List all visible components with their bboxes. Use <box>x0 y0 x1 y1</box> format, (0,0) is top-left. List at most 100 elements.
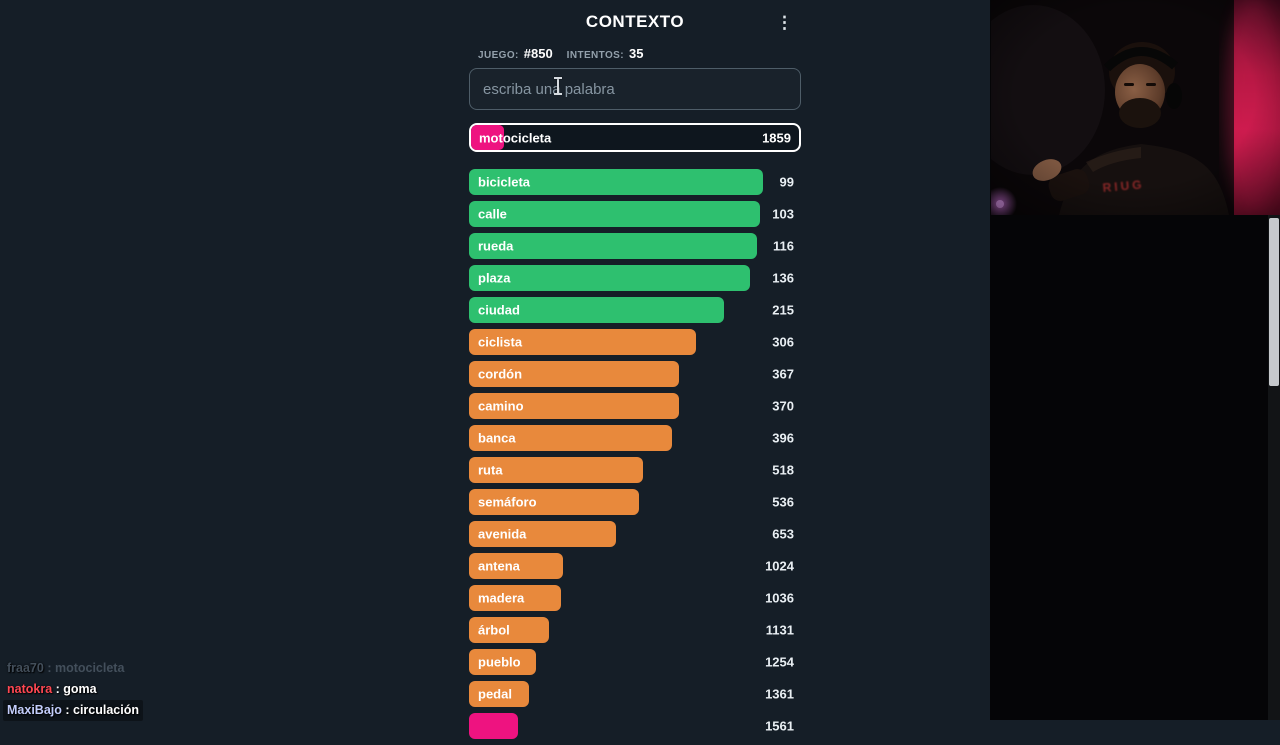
guess-bar <box>469 617 550 643</box>
kebab-menu-icon[interactable]: ⋮ <box>776 13 793 32</box>
guess-rank: 103 <box>772 206 794 222</box>
guess-bar <box>469 521 616 547</box>
guess-word: árbol <box>478 622 510 638</box>
guess-rank: 367 <box>772 366 794 382</box>
guess-bar <box>469 329 697 355</box>
guess-bar <box>469 425 673 451</box>
guess-word: plaza <box>478 270 511 286</box>
guess-row: cordón 367 <box>469 361 801 387</box>
guess-bar <box>469 265 750 291</box>
guess-bar <box>469 553 563 579</box>
current-guess-rank: 1859 <box>762 130 791 145</box>
guess-row: ruta 518 <box>469 457 801 483</box>
chat-username: MaxiBajo <box>7 703 62 717</box>
page-title: CONTEXTO <box>585 12 685 31</box>
scrollbar-thumb[interactable] <box>1269 218 1279 386</box>
game-meta: JUEGO: #850 INTENTOS: 35 <box>469 46 801 61</box>
guess-row: antena 1024 <box>469 553 801 579</box>
guess-row: avenida 653 <box>469 521 801 547</box>
guess-rank: 99 <box>779 174 794 190</box>
guess-rank: 116 <box>773 238 794 254</box>
guess-bar <box>469 361 680 387</box>
game-number-label: JUEGO: <box>478 50 519 61</box>
webcam-video: RIUG <box>991 0 1280 215</box>
webcam-overlay: RIUG <box>991 0 1280 215</box>
guess-word: ciclista <box>478 334 523 350</box>
guess-row: bicicleta 99 <box>469 169 801 195</box>
guess-rank: 306 <box>772 334 794 350</box>
guess-word: semáforo <box>478 494 537 510</box>
guess-row: camino 370 <box>469 393 801 419</box>
attempts-value: 35 <box>628 46 644 61</box>
guess-row: semáforo 536 <box>469 489 801 515</box>
guess-row: calle 103 <box>469 201 801 227</box>
guess-bar <box>469 713 519 739</box>
guess-rank: 518 <box>772 462 794 478</box>
guess-word: pueblo <box>478 654 521 670</box>
guess-row: plaza 136 <box>469 265 801 291</box>
guess-word: cordón <box>478 366 523 382</box>
guess-bar <box>469 649 537 675</box>
current-guess-word: motocicleta <box>479 130 552 145</box>
guess-bar <box>469 169 763 195</box>
contexto-game: CONTEXTO ⋮ JUEGO: #850 INTENTOS: 35 moto… <box>469 0 801 745</box>
guess-list: bicicleta 99 calle 103 rueda 116 plaza 1… <box>469 169 801 739</box>
guess-bar <box>469 233 757 259</box>
current-guess-row: motocicleta 1859 <box>469 123 801 152</box>
guess-bar <box>469 457 643 483</box>
guess-bar <box>469 585 561 611</box>
guess-rank: 1254 <box>765 654 794 670</box>
chat-message-text: motocicleta <box>54 661 125 675</box>
current-guess-bar <box>471 125 504 150</box>
guess-word: antena <box>478 558 520 574</box>
app-root: { "header": { "title": "CONTEXTO", "menu… <box>3 0 1280 739</box>
vignette <box>991 0 1280 215</box>
word-input[interactable] <box>469 68 801 110</box>
guess-rank: 653 <box>772 526 794 542</box>
guess-word: ciudad <box>478 302 520 318</box>
guess-word: pedal <box>478 686 512 702</box>
game-header: CONTEXTO ⋮ <box>469 12 801 34</box>
guess-rank: 136 <box>772 270 794 286</box>
chat-username: natokra <box>7 682 53 696</box>
guess-row: pedal 1361 <box>469 681 801 707</box>
guess-rank: 396 <box>772 430 794 446</box>
guess-row: pueblo 1254 <box>469 649 801 675</box>
guess-rank: 215 <box>772 302 794 318</box>
guess-rank: 1036 <box>765 590 794 606</box>
chat-message-text: circulación <box>73 703 139 717</box>
guess-row: árbol 1131 <box>469 617 801 643</box>
game-number-value: #850 <box>523 46 553 61</box>
chat-username: fraa70 <box>7 661 44 675</box>
guess-bar <box>469 489 639 515</box>
guess-word: calle <box>478 206 507 222</box>
guess-rank: 1361 <box>765 686 794 702</box>
guess-rank: 1131 <box>765 622 794 638</box>
guess-word: rueda <box>478 238 514 254</box>
chat-line: fraa70 : motocicleta <box>7 661 125 675</box>
chat-overlay: fraa70 : motocicleta natokra : goma Maxi… <box>3 658 143 721</box>
guess-bar <box>469 681 530 707</box>
guess-bar <box>469 297 724 323</box>
guess-row: rueda 116 <box>469 233 801 259</box>
guess-row: ciudad 215 <box>469 297 801 323</box>
attempts-label: INTENTOS: <box>566 50 624 61</box>
guess-row: madera 1036 <box>469 585 801 611</box>
guess-rank: 1024 <box>765 558 794 574</box>
guess-word: bicicleta <box>478 174 531 190</box>
guess-rank: 370 <box>772 398 794 414</box>
chat-message-text: goma <box>63 682 97 696</box>
guess-bar <box>469 393 679 419</box>
guess-word: banca <box>478 430 516 446</box>
guess-word: madera <box>478 590 525 606</box>
guess-bar <box>469 201 760 227</box>
guess-row: 1561 <box>469 713 801 739</box>
guess-rank: 536 <box>772 494 794 510</box>
chat-line: MaxiBajo : circulación <box>3 700 143 721</box>
guess-rank: 1561 <box>765 718 794 734</box>
guess-row: banca 396 <box>469 425 801 451</box>
guess-row: ciclista 306 <box>469 329 801 355</box>
chat-line: natokra : goma <box>7 682 97 696</box>
guess-word: ruta <box>478 462 503 478</box>
guess-word: camino <box>478 398 524 414</box>
